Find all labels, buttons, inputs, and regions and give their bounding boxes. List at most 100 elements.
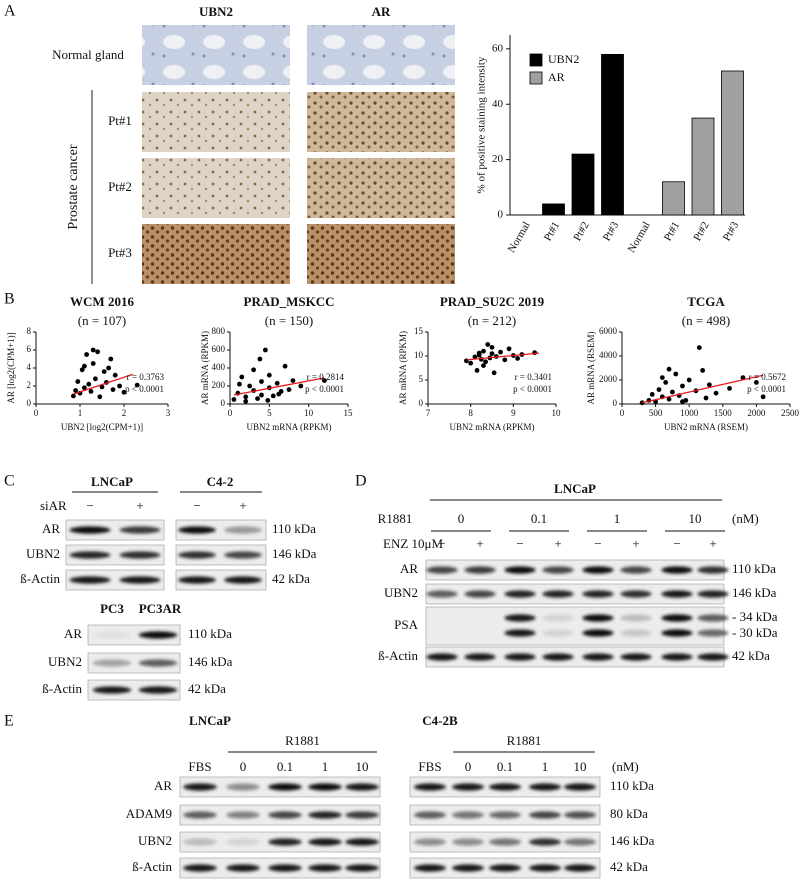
blot-band <box>345 811 379 819</box>
y-tick-label: 800 <box>212 326 226 336</box>
blot-band <box>414 864 446 872</box>
scatter-point <box>298 383 304 389</box>
blot-band <box>183 783 217 791</box>
blot-band <box>564 838 596 846</box>
size-label: 42 kDa <box>188 681 226 696</box>
bar <box>662 181 685 216</box>
y-tick-label: 6000 <box>599 326 618 336</box>
blot-band <box>620 590 652 598</box>
trend-line <box>642 374 764 404</box>
scatter-point <box>680 383 685 389</box>
lane-label: 0 <box>465 759 472 774</box>
scatter-point <box>108 356 114 362</box>
chart-title: PRAD_SU2C 2019 <box>440 294 545 309</box>
lane-label: + <box>239 498 246 513</box>
size-label: - 30 kDa <box>732 625 778 640</box>
blot-band <box>183 864 217 872</box>
blot-strip <box>87 652 181 674</box>
x-tick-label: Pt#1 <box>542 220 562 243</box>
dose-label: 1 <box>614 511 621 526</box>
scatter-point <box>290 378 296 383</box>
row-label: ADAM9 <box>126 806 172 821</box>
blot-band <box>426 590 458 598</box>
y-axis-label: AR mRNA (RPKM) <box>200 331 210 405</box>
scatter-point <box>322 378 327 383</box>
x-tick-label: 15 <box>344 408 354 418</box>
row-label: AR <box>154 778 172 793</box>
lane-label: 1 <box>322 759 329 774</box>
blot-band <box>224 551 262 559</box>
scatter-point <box>754 380 759 385</box>
blot-band <box>582 629 614 637</box>
blot-band <box>119 576 161 584</box>
blot-band <box>92 659 132 667</box>
scatter-point <box>97 394 103 400</box>
scatter-point <box>706 382 712 388</box>
x-tick-label: 1 <box>78 408 83 418</box>
blot-band <box>92 686 132 694</box>
scatter-point <box>276 391 282 397</box>
x-tick-label: 5 <box>267 408 272 418</box>
scatter-point <box>134 382 140 388</box>
blot-band <box>452 838 484 846</box>
stat-annotation: p < 0.0001 <box>513 384 552 394</box>
blot-band <box>542 614 574 622</box>
cell-line: LNCaP <box>189 713 231 728</box>
treatment-label: R1881 <box>507 733 542 748</box>
blot-band <box>620 629 652 637</box>
scatter-point <box>259 392 264 398</box>
scatter-point <box>237 381 242 387</box>
y-tick-label: 0 <box>27 398 32 408</box>
lane-label: 1 <box>542 759 549 774</box>
blot-band <box>504 653 536 661</box>
scatter-point <box>727 386 732 391</box>
blot-band <box>426 566 458 574</box>
cell-line: LNCaP <box>554 481 596 496</box>
blot-band <box>697 614 729 622</box>
scatter-point <box>112 372 118 378</box>
x-tick-label: Pt#1 <box>662 220 682 243</box>
lane-label: 0.1 <box>277 759 293 774</box>
row-label: UBN2 <box>384 585 418 600</box>
scatter-point <box>79 367 85 373</box>
lane-label: + <box>554 536 561 551</box>
blot-band <box>542 653 574 661</box>
x-tick-label: 1500 <box>714 408 733 418</box>
scatter-point <box>485 342 491 347</box>
x-tick-label: Pt#3 <box>601 219 622 243</box>
panel-letter: E <box>4 713 14 730</box>
unit-label: (nM) <box>732 511 759 526</box>
lane-label: FBS <box>418 759 441 774</box>
row-label: AR <box>64 626 82 641</box>
blot-band <box>504 566 536 574</box>
x-tick-label: 0 <box>228 408 233 418</box>
size-label: 146 kDa <box>272 546 317 561</box>
x-tick-label: 0 <box>34 408 39 418</box>
blot-band <box>661 653 693 661</box>
blot-band <box>504 614 536 622</box>
size-label: 42 kDa <box>610 859 648 874</box>
blot-band <box>542 629 574 637</box>
row-label: Pt#2 <box>108 179 132 194</box>
scatter-point <box>106 365 111 371</box>
x-tick-label: 500 <box>649 408 663 418</box>
blot-band <box>452 864 484 872</box>
y-tick-label: 40 <box>492 98 504 110</box>
scatter-point <box>639 400 645 406</box>
y-tick-label: 0 <box>221 398 226 408</box>
blot-band <box>504 590 536 598</box>
y-axis-label: AR mRNA (RSEM) <box>586 331 596 404</box>
blot-band <box>464 566 496 574</box>
stat-annotation: r = 0.3401 <box>515 372 552 382</box>
blot-strip <box>65 569 165 591</box>
bar <box>542 203 565 216</box>
x-tick-label: 1000 <box>680 408 699 418</box>
histology-image <box>142 224 290 284</box>
lane-label: − <box>438 536 445 551</box>
scatter-point <box>231 397 237 402</box>
blot-band <box>661 614 693 622</box>
legend-swatch <box>529 53 543 67</box>
blot-band <box>119 551 161 559</box>
blot-band <box>414 811 446 819</box>
treatment-label: siAR <box>40 498 67 513</box>
